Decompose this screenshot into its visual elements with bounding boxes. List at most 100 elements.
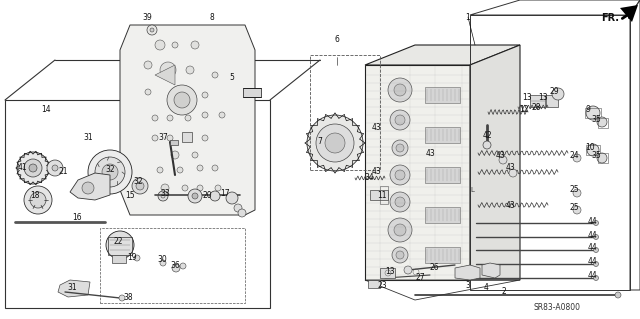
- Circle shape: [161, 184, 169, 192]
- Circle shape: [394, 84, 406, 96]
- Circle shape: [172, 42, 178, 48]
- Circle shape: [167, 85, 197, 115]
- Circle shape: [396, 144, 404, 152]
- Bar: [365, 65, 470, 280]
- Text: 31: 31: [83, 133, 93, 143]
- Text: 36: 36: [170, 261, 180, 270]
- Circle shape: [390, 110, 410, 130]
- Text: 44: 44: [587, 243, 597, 253]
- Polygon shape: [120, 25, 255, 215]
- Circle shape: [212, 165, 218, 171]
- Circle shape: [197, 185, 203, 191]
- Text: 16: 16: [72, 213, 82, 222]
- Text: 11: 11: [377, 190, 387, 199]
- Circle shape: [24, 186, 52, 214]
- Circle shape: [394, 224, 406, 236]
- Bar: [310, 55, 380, 170]
- Circle shape: [82, 182, 94, 194]
- Circle shape: [88, 150, 132, 194]
- Circle shape: [132, 178, 148, 194]
- Circle shape: [573, 189, 581, 197]
- Circle shape: [185, 135, 191, 141]
- Circle shape: [316, 124, 354, 162]
- Circle shape: [160, 62, 176, 78]
- Text: 41: 41: [17, 164, 27, 173]
- Text: 27: 27: [415, 272, 425, 281]
- Circle shape: [171, 151, 179, 159]
- Circle shape: [192, 152, 198, 158]
- Text: 31: 31: [67, 284, 77, 293]
- Bar: [425, 247, 460, 263]
- Text: 8: 8: [210, 12, 214, 21]
- Circle shape: [197, 165, 203, 171]
- Circle shape: [119, 295, 125, 301]
- Circle shape: [392, 247, 408, 263]
- Circle shape: [172, 264, 180, 272]
- Bar: [598, 118, 608, 128]
- Circle shape: [180, 90, 190, 100]
- Text: 22: 22: [113, 238, 123, 247]
- Text: 7: 7: [317, 137, 323, 145]
- Polygon shape: [620, 5, 638, 22]
- Circle shape: [202, 112, 208, 118]
- Text: 29: 29: [549, 86, 559, 95]
- Text: 20: 20: [202, 190, 212, 199]
- Bar: [425, 207, 460, 223]
- Polygon shape: [155, 65, 175, 85]
- Circle shape: [17, 152, 49, 184]
- Text: 3: 3: [465, 280, 470, 290]
- Circle shape: [174, 92, 190, 108]
- Circle shape: [238, 209, 246, 217]
- Text: 32: 32: [105, 166, 115, 174]
- Text: 9: 9: [586, 106, 591, 115]
- Text: 14: 14: [41, 106, 51, 115]
- Text: 25: 25: [569, 186, 579, 195]
- Text: 35: 35: [591, 115, 601, 124]
- Circle shape: [593, 248, 598, 253]
- Text: 15: 15: [125, 191, 135, 201]
- Circle shape: [191, 41, 199, 49]
- Text: 32: 32: [133, 177, 143, 187]
- Text: 5: 5: [230, 73, 234, 83]
- Circle shape: [392, 140, 408, 156]
- Text: 34: 34: [364, 174, 374, 182]
- Circle shape: [593, 262, 598, 266]
- Polygon shape: [470, 45, 520, 280]
- Bar: [368, 280, 380, 288]
- Text: 12: 12: [519, 106, 529, 115]
- Text: 13: 13: [385, 268, 395, 277]
- Bar: [546, 95, 558, 107]
- Circle shape: [202, 92, 208, 98]
- Circle shape: [390, 192, 410, 212]
- Circle shape: [396, 251, 404, 259]
- Circle shape: [593, 276, 598, 280]
- Circle shape: [144, 61, 152, 69]
- Text: 43: 43: [425, 149, 435, 158]
- Circle shape: [395, 115, 405, 125]
- Circle shape: [147, 25, 157, 35]
- Circle shape: [404, 266, 412, 274]
- Circle shape: [388, 78, 412, 102]
- Polygon shape: [70, 173, 110, 200]
- Bar: [380, 186, 388, 204]
- Polygon shape: [482, 263, 500, 278]
- Text: 13: 13: [538, 93, 548, 102]
- Circle shape: [573, 154, 581, 162]
- Bar: [170, 140, 178, 145]
- Circle shape: [186, 66, 194, 74]
- Text: 35: 35: [591, 151, 601, 160]
- Text: 38: 38: [123, 293, 133, 301]
- Text: 26: 26: [429, 263, 439, 272]
- Circle shape: [95, 157, 125, 187]
- Bar: [108, 237, 132, 255]
- Text: 21: 21: [58, 167, 68, 176]
- Bar: [370, 190, 388, 200]
- Circle shape: [30, 192, 46, 208]
- Circle shape: [185, 115, 191, 121]
- Bar: [530, 95, 545, 107]
- Circle shape: [325, 133, 345, 153]
- Circle shape: [24, 159, 42, 177]
- Circle shape: [615, 292, 621, 298]
- Text: 17: 17: [220, 189, 230, 197]
- Circle shape: [483, 141, 491, 149]
